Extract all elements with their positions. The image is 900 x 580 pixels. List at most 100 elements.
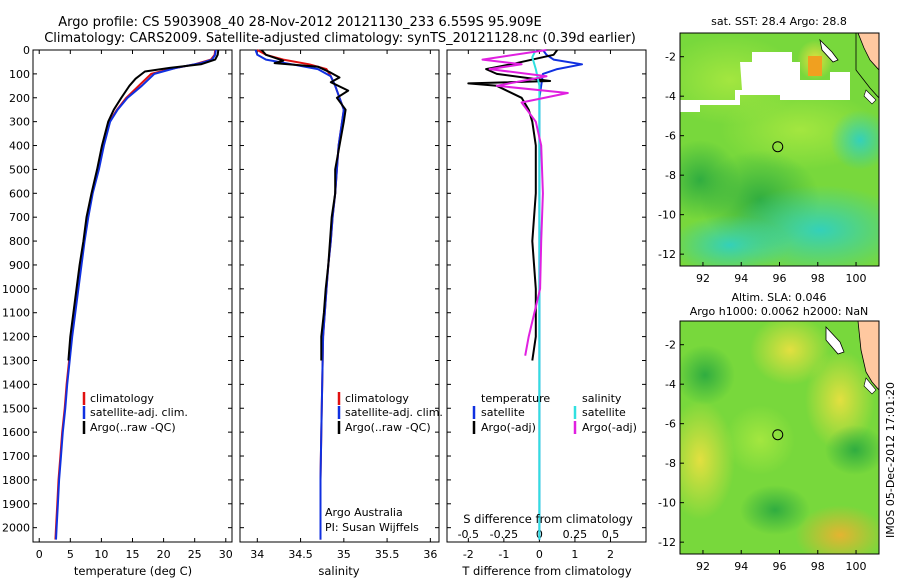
series-line-satellite-adj-clim- (55, 49, 217, 540)
depth-tick-label: 1900 (2, 498, 30, 511)
map-y-tick-label: -2 (665, 51, 676, 64)
series-line-satellite-adj-clim- (254, 49, 345, 540)
series-line-climatology (256, 49, 345, 540)
map-x-tick-label: 96 (773, 560, 787, 573)
x-tick-label: 2 (607, 548, 614, 561)
sla-map-subtitle: Argo h1000: 0.0062 h2000: NaN (690, 305, 869, 318)
x-tick-label: 5 (67, 548, 74, 561)
x-tick-label-s: -0.25 (490, 528, 518, 541)
legend-label-climatology: climatology (345, 392, 409, 405)
x-tick-label: -1 (498, 548, 509, 561)
difference-series (467, 49, 583, 540)
map-x-tick-label: 96 (773, 272, 787, 285)
depth-tick-label: 1300 (2, 354, 30, 367)
difference-legend: temperature satellite Argo(-adj) salinit… (472, 392, 637, 434)
depth-tick-label: 800 (9, 235, 30, 248)
sst-argo-location-marker (772, 141, 784, 153)
sla-map-ticks: 92 94 96 98 100 -2 -4 -6 -8 -10 -12 (658, 339, 867, 573)
x-tick-label: 15 (126, 548, 140, 561)
map-y-tick-label: -12 (658, 248, 676, 261)
difference-s-ticks: -0.5 -0.25 0 0.25 0.5 (458, 528, 620, 541)
x-tick-label-s: 0.25 (563, 528, 588, 541)
depth-tick-label: 200 (9, 92, 30, 105)
x-tick-label: 25 (188, 548, 202, 561)
salinity-series (254, 49, 350, 540)
annotation-institution: Argo Australia (325, 506, 403, 519)
x-tick-label: 0 (536, 548, 543, 561)
x-tick-label: 36 (423, 548, 437, 561)
depth-tick-label: 1000 (2, 283, 30, 296)
sla-map-title: Altim. SLA: 0.046 (731, 291, 826, 304)
x-tick-label: 34 (250, 548, 264, 561)
map-y-tick-label: -4 (665, 90, 676, 103)
legend-header-temperature: temperature (481, 392, 550, 405)
depth-tick-label: 100 (9, 68, 30, 81)
map-y-tick-label: -4 (665, 378, 676, 391)
x-tick-label: 10 (94, 548, 108, 561)
map-x-tick-label: 94 (734, 560, 748, 573)
depth-tick-label: 1800 (2, 474, 30, 487)
series-line-argo-adj- (467, 49, 559, 361)
figure-title-line2: Climatology: CARS2009. Satellite-adjuste… (44, 31, 636, 46)
depth-tick-label: 0 (23, 44, 30, 57)
x-tick-label: 35 (337, 548, 351, 561)
footer-timestamp: IMOS 05-Dec-2012 17:01:20 (884, 382, 897, 538)
map-x-tick-label: 98 (811, 560, 825, 573)
temperature-panel (32, 49, 233, 543)
difference-s-label: S difference from climatology (463, 512, 633, 526)
map-y-tick-label: -10 (658, 497, 676, 510)
legend-label-t-satellite: satellite (481, 406, 525, 419)
map-x-tick-label: 92 (696, 272, 710, 285)
map-y-tick-label: -12 (658, 536, 676, 549)
depth-tick-label: 1500 (2, 402, 30, 415)
legend-label-climatology: climatology (90, 392, 154, 405)
difference-x-label: T difference from climatology (461, 564, 632, 578)
figure-title-line1: Argo profile: CS 5903908_40 28-Nov-2012 … (58, 15, 542, 30)
depth-tick-label: 300 (9, 116, 30, 129)
sla-argo-location-marker (772, 429, 784, 441)
depth-tick-label: 1700 (2, 450, 30, 463)
series-line-argo-raw-qc- (67, 49, 220, 361)
series-line-satellite (531, 49, 541, 540)
x-tick-label: 34.5 (288, 548, 313, 561)
map-y-tick-label: -10 (658, 209, 676, 222)
temperature-x-label: temperature (deg C) (74, 564, 192, 578)
map-y-tick-label: -8 (665, 457, 676, 470)
x-tick-label: 1 (571, 548, 578, 561)
map-x-tick-label: 98 (811, 272, 825, 285)
depth-tick-label: 1600 (2, 426, 30, 439)
legend-label-satellite: satellite-adj. clim. (90, 406, 188, 419)
series-line-satellite (538, 49, 583, 540)
series-line-argo-raw-qc- (260, 49, 350, 361)
depth-tick-label: 600 (9, 187, 30, 200)
temperature-legend: climatology satellite-adj. clim. Argo(..… (82, 392, 188, 434)
map-x-tick-label: 92 (696, 560, 710, 573)
sst-land (857, 33, 879, 71)
x-tick-label-s: -0.5 (458, 528, 479, 541)
salinity-panel (239, 49, 440, 543)
map-y-tick-label: -2 (665, 339, 676, 352)
legend-label-argo: Argo(..raw -QC) (345, 421, 431, 434)
annotation-pi: PI: Susan Wijffels (325, 521, 419, 534)
x-tick-label: 0 (36, 548, 43, 561)
salinity-x-ticks: 34 34.5 35 35.5 36 (250, 50, 437, 561)
sst-map-ticks: 92 94 96 98 100 -2 -4 -6 -8 -10 -12 (658, 51, 867, 285)
x-tick-label: 20 (157, 548, 171, 561)
salinity-x-label: salinity (318, 564, 359, 578)
legend-label-s-argo: Argo(-adj) (582, 421, 637, 434)
salinity-legend: climatology satellite-adj. clim. Argo(..… (337, 392, 443, 434)
legend-label-t-argo: Argo(-adj) (481, 421, 536, 434)
depth-axis: 0 100 200 300 400 500 600 700 800 900 1000 1100 1200… (2, 44, 646, 535)
legend-label-argo: Argo(..raw -QC) (90, 421, 176, 434)
sst-map-field (680, 33, 879, 266)
legend-label-s-satellite: satellite (582, 406, 626, 419)
x-tick-label-s: 0.5 (602, 528, 620, 541)
legend-label-satellite: satellite-adj. clim. (345, 406, 443, 419)
x-tick-label: 30 (219, 548, 233, 561)
series-line-argo-adj- (481, 49, 569, 356)
map-y-tick-label: -6 (665, 130, 676, 143)
temperature-x-ticks: 0 5 10 15 20 25 30 (36, 50, 233, 561)
map-y-tick-label: -6 (665, 418, 676, 431)
depth-tick-label: 900 (9, 259, 30, 272)
